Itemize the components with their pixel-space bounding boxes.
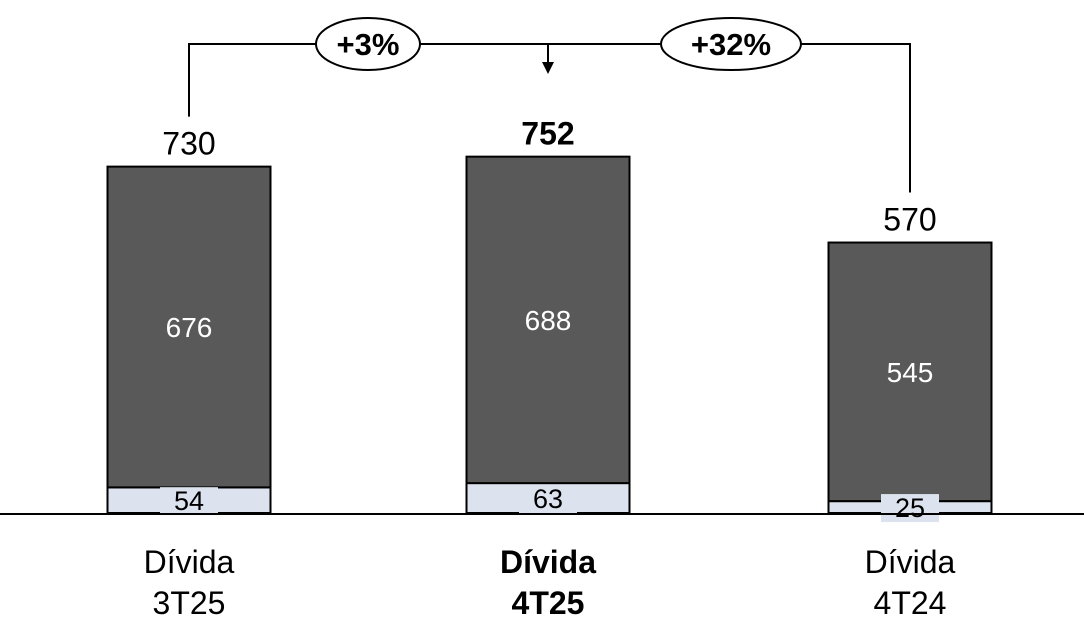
comparison-connectors: +3% +32% xyxy=(188,17,911,193)
labels-layer: 54 676 730 Dívida 3T25 63 688 752 Dívida 4T25 25 54… xyxy=(144,116,956,619)
top-segment-value-label: 676 xyxy=(166,312,213,343)
comparison-bubble xyxy=(660,17,802,71)
comparison-percent-label: +3% xyxy=(337,27,400,62)
category-label-line2: 4T24 xyxy=(874,585,947,619)
comparison-arrow-head xyxy=(542,62,554,74)
bottom-segment-value-label: 63 xyxy=(533,484,563,514)
bottom-segment-value-label: 54 xyxy=(174,486,204,516)
comparison-bracket-line xyxy=(188,43,911,193)
category-label-line1: Dívida xyxy=(500,544,596,580)
total-value-label: 570 xyxy=(883,202,936,238)
bottom-value-background xyxy=(160,487,218,516)
bar-segment-top-3t25 xyxy=(106,165,272,489)
category-label-line1: Dívida xyxy=(144,544,235,580)
category-label-line2: 3T25 xyxy=(153,585,226,619)
category-label-line1: Dívida xyxy=(865,544,956,580)
top-segment-value-label: 545 xyxy=(887,357,934,388)
bottom-segment-value-label: 25 xyxy=(895,493,925,523)
top-segment-value-label: 688 xyxy=(525,305,572,336)
bar-segment-top-4t25 xyxy=(465,155,631,485)
total-value-label: 730 xyxy=(162,126,215,162)
category-label-line2: 4T25 xyxy=(512,585,585,619)
comparison-percent-label: +32% xyxy=(691,27,771,62)
comparison-bubble xyxy=(315,17,421,71)
total-value-label: 752 xyxy=(521,116,574,152)
bar-segment-top-4t24 xyxy=(827,241,993,503)
bottom-value-background xyxy=(519,485,577,514)
bottom-value-background xyxy=(881,494,939,523)
